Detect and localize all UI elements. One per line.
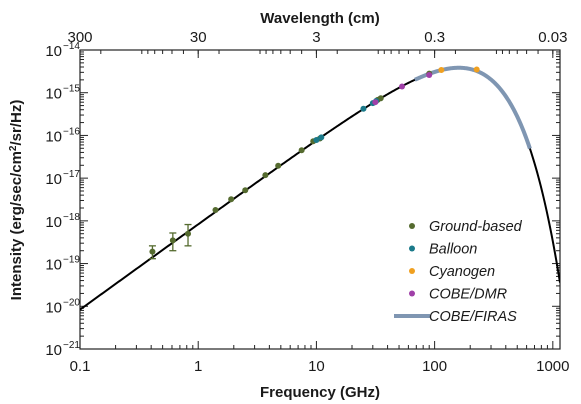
y-tick-exponent: −16 (63, 126, 80, 137)
y-axis-title: Intensity (erg/sec/cm2/sr/Hz) (8, 100, 26, 301)
data-point (318, 134, 325, 141)
data-point (426, 71, 433, 78)
data-point (242, 187, 249, 194)
top-tick-label: 0.03 (538, 29, 567, 46)
data-point (275, 162, 282, 169)
data-point (228, 196, 235, 203)
top-tick-label: 3 (312, 29, 320, 46)
legend: Ground-based Balloon Cyanogen COBE/DMR COBE/… (394, 219, 523, 325)
plot-frame (79, 49, 561, 350)
data-point (399, 83, 406, 90)
y-axis-title-sup: 2 (8, 145, 19, 151)
y-tick-exponent: −19 (63, 255, 80, 266)
data-point (185, 230, 192, 237)
top-tick-label: 0.3 (424, 29, 445, 46)
data-point (313, 137, 320, 144)
legend-swatch-dot (409, 223, 415, 229)
y-axis-title-part1: Intensity (erg/sec/cm (8, 151, 25, 300)
y-tick-exponent: −21 (63, 340, 80, 351)
data-point (473, 66, 480, 73)
y-tick-exponent: −14 (63, 41, 80, 52)
y-tick-label: 10 (45, 86, 62, 103)
data-point (372, 99, 379, 106)
legend-swatch-dot (409, 290, 415, 297)
data-point (298, 147, 305, 154)
firas-band (413, 65, 532, 150)
data-points (148, 66, 480, 260)
data-point (377, 95, 384, 102)
y-tick-label: 10 (45, 128, 62, 145)
y-tick-label: 10 (45, 171, 62, 188)
legend-label: Balloon (429, 242, 477, 258)
top-tick-label: 30 (190, 29, 207, 46)
data-point (438, 67, 445, 74)
legend-label: Ground-based (429, 219, 523, 235)
data-point (149, 248, 156, 255)
y-tick-label: 10 (45, 342, 62, 359)
legend-label: COBE/DMR (429, 287, 508, 303)
y-tick-label: 10 (45, 214, 62, 231)
data-point (360, 105, 367, 112)
y-tick-label: 10 (45, 299, 62, 316)
x-tick-label: 1000 (536, 358, 569, 375)
x-tick-label: 100 (422, 358, 447, 375)
x-axis-title: Frequency (GHz) (260, 384, 380, 401)
plot-border (79, 49, 561, 350)
x-tick-label: 10 (308, 358, 325, 375)
x-tick-label: 1 (194, 358, 202, 375)
legend-label: Cyanogen (429, 264, 495, 280)
legend-swatch-dot (409, 268, 415, 274)
top-tick-label: 300 (67, 29, 92, 46)
top-axis-title: Wavelength (cm) (260, 10, 379, 27)
y-tick-label: 10 (45, 43, 62, 60)
x-tick-label: 0.1 (70, 358, 91, 375)
y-axis-title-part2: /sr/Hz) (8, 100, 25, 146)
y-tick-exponent: −20 (63, 297, 80, 308)
data-point (169, 237, 176, 244)
legend-swatch-dot (409, 245, 415, 252)
data-point (262, 172, 269, 179)
legend-label: COBE/FIRAS (429, 309, 517, 325)
y-tick-label: 10 (45, 257, 62, 274)
y-tick-exponent: −17 (63, 169, 80, 180)
data-point (212, 206, 219, 213)
y-tick-exponent: −15 (63, 84, 80, 95)
y-tick-exponent: −18 (63, 212, 80, 223)
